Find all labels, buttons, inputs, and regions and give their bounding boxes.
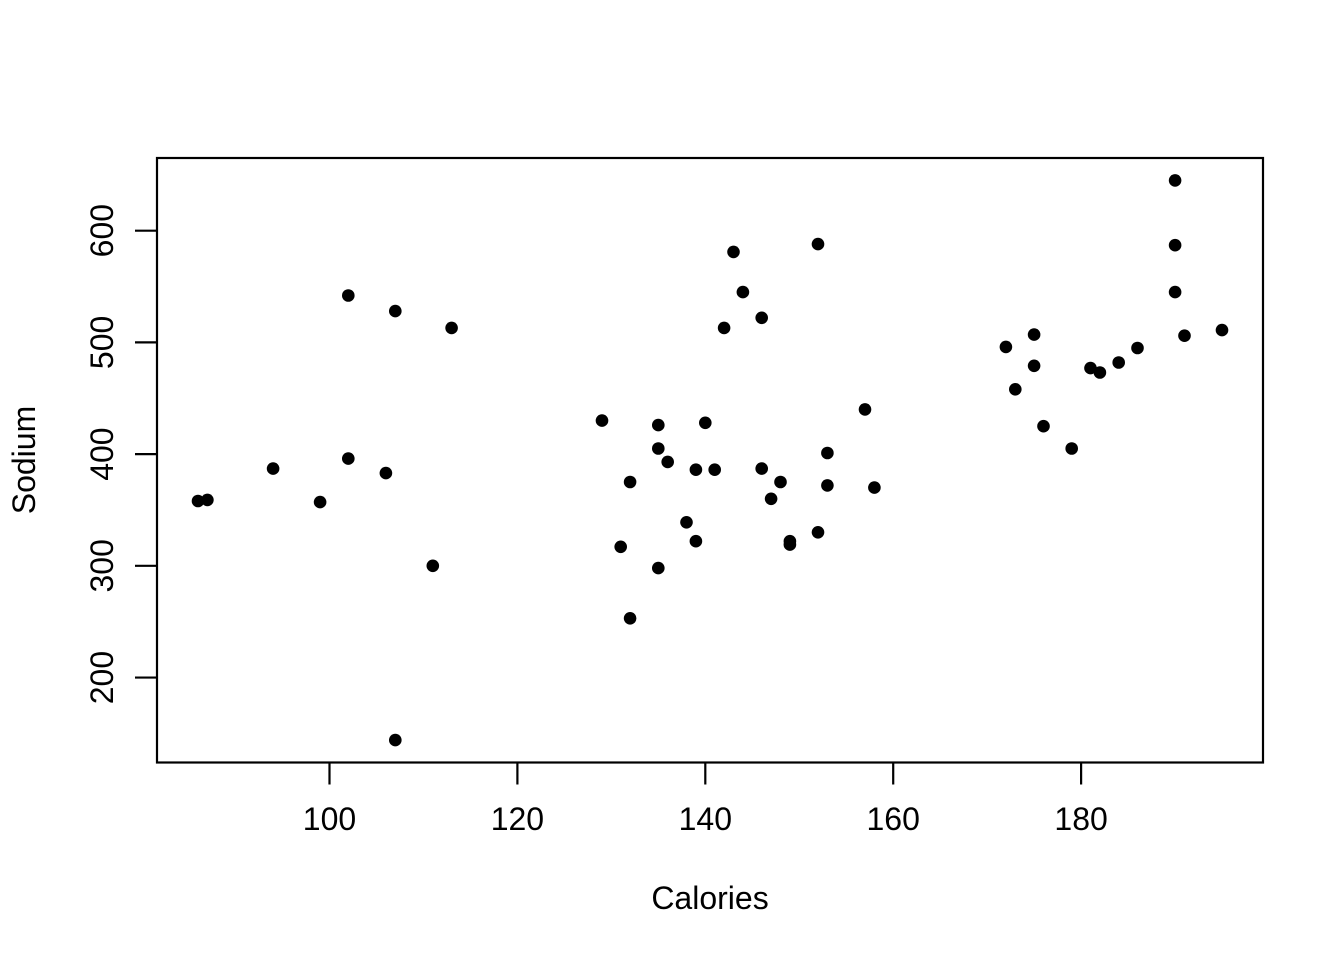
- x-tick-label: 160: [867, 801, 920, 837]
- data-point: [727, 245, 740, 259]
- data-point: [868, 481, 881, 494]
- data-point: [445, 321, 458, 335]
- y-tick-label: 200: [84, 651, 120, 704]
- x-tick-label: 120: [491, 801, 544, 837]
- data-point: [708, 463, 721, 477]
- data-point: [652, 442, 665, 455]
- data-point: [1168, 285, 1182, 299]
- data-point: [821, 479, 834, 492]
- data-point: [201, 493, 214, 507]
- data-point: [736, 285, 750, 299]
- x-axis-title: Calories: [651, 880, 768, 916]
- data-point: [783, 538, 797, 551]
- x-axis-ticks: 100 120 140 160 180: [303, 762, 1108, 837]
- data-point: [342, 289, 355, 302]
- data-point: [389, 304, 402, 318]
- data-point: [595, 414, 609, 427]
- y-axis-ticks: 200 300 400 500 600: [84, 204, 157, 704]
- data-point: [426, 559, 440, 573]
- y-tick-label: 300: [84, 539, 120, 592]
- data-point: [1084, 361, 1097, 375]
- data-point: [699, 416, 712, 430]
- data-point: [680, 516, 693, 529]
- data-point: [1215, 323, 1229, 337]
- data-point: [755, 311, 768, 325]
- data-point: [1131, 341, 1144, 355]
- data-point: [313, 495, 327, 509]
- y-tick-label: 500: [84, 316, 120, 369]
- data-point: [652, 561, 665, 575]
- data-point: [821, 446, 834, 460]
- data-point: [1009, 383, 1022, 396]
- data-point: [999, 340, 1013, 354]
- y-tick-label: 400: [84, 427, 120, 480]
- data-point: [717, 321, 731, 335]
- data-point: [811, 237, 825, 251]
- data-point: [1112, 356, 1125, 369]
- data-point: [266, 462, 280, 475]
- data-point: [389, 733, 402, 747]
- data-point: [689, 534, 703, 548]
- data-point: [689, 463, 703, 477]
- data-point: [342, 452, 355, 465]
- data-point: [1093, 366, 1107, 379]
- data-point: [652, 418, 665, 432]
- data-point: [623, 475, 637, 489]
- data-point: [764, 492, 778, 506]
- x-tick-label: 100: [303, 801, 356, 837]
- data-point: [1168, 238, 1182, 252]
- data-point: [661, 455, 674, 469]
- data-point: [379, 466, 393, 480]
- data-point: [1168, 174, 1182, 187]
- plot-area-border: [155, 156, 1265, 764]
- data-point: [1027, 359, 1041, 373]
- data-points: [191, 174, 1229, 747]
- data-point: [1178, 329, 1191, 343]
- data-point: [191, 494, 205, 508]
- data-point: [858, 403, 872, 416]
- data-point: [774, 475, 787, 489]
- y-tick-label: 600: [84, 204, 120, 257]
- data-point: [1065, 442, 1078, 455]
- x-tick-label: 140: [679, 801, 732, 837]
- y-axis-title: Sodium: [6, 406, 42, 515]
- data-point: [1027, 328, 1041, 341]
- data-point: [623, 612, 637, 625]
- data-point: [614, 540, 627, 554]
- data-point: [811, 526, 825, 539]
- data-point: [755, 462, 768, 475]
- data-point: [1037, 419, 1050, 433]
- x-tick-label: 180: [1054, 801, 1107, 837]
